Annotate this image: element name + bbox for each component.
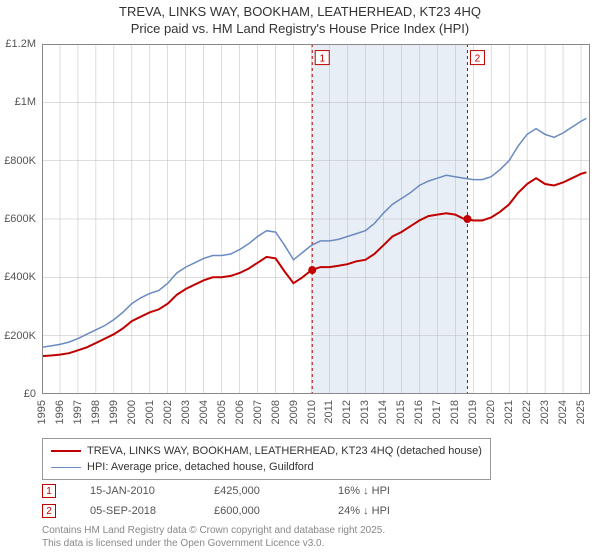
x-tick-label: 2012 — [341, 400, 353, 424]
attribution-line-1: Contains HM Land Registry data © Crown c… — [42, 525, 385, 538]
attribution-line-2: This data is licensed under the Open Gov… — [42, 538, 385, 551]
sale-date: 05-SEP-2018 — [90, 505, 180, 517]
x-tick-label: 2000 — [126, 400, 138, 424]
legend-label: TREVA, LINKS WAY, BOOKHAM, LEATHERHEAD, … — [87, 445, 482, 457]
x-tick-label: 1999 — [108, 400, 120, 424]
x-tick-label: 2013 — [359, 400, 371, 424]
title-line-2: Price paid vs. HM Land Registry's House … — [0, 21, 600, 38]
x-tick-label: 2017 — [431, 400, 443, 424]
x-tick-label: 2015 — [395, 400, 407, 424]
x-tick-label: 2011 — [323, 400, 335, 424]
chart-svg: 12 — [42, 44, 590, 394]
x-tick-label: 2001 — [144, 400, 156, 424]
chart-plot-area: 12 — [42, 44, 590, 394]
sale-delta: 16% ↓ HPI — [338, 485, 428, 497]
x-axis: 1995199619971998199920002001200220032004… — [42, 396, 590, 436]
x-tick-label: 2023 — [539, 400, 551, 424]
y-tick-label: £800K — [4, 155, 36, 167]
svg-text:2: 2 — [475, 54, 481, 65]
y-tick-label: £1.2M — [5, 38, 36, 50]
legend: TREVA, LINKS WAY, BOOKHAM, LEATHERHEAD, … — [42, 438, 491, 480]
sale-row: 2 05-SEP-2018 £600,000 24% ↓ HPI — [42, 501, 428, 521]
x-tick-label: 2024 — [557, 400, 569, 424]
x-tick-label: 2002 — [162, 400, 174, 424]
x-tick-label: 2014 — [377, 400, 389, 424]
sale-price: £600,000 — [214, 505, 304, 517]
chart-container: TREVA, LINKS WAY, BOOKHAM, LEATHERHEAD, … — [0, 0, 600, 560]
x-tick-label: 2010 — [306, 400, 318, 424]
legend-row: TREVA, LINKS WAY, BOOKHAM, LEATHERHEAD, … — [51, 443, 482, 459]
legend-swatch — [51, 467, 81, 468]
x-tick-label: 2005 — [216, 400, 228, 424]
x-tick-label: 2006 — [234, 400, 246, 424]
x-tick-label: 2007 — [252, 400, 264, 424]
x-tick-label: 2003 — [180, 400, 192, 424]
legend-label: HPI: Average price, detached house, Guil… — [87, 461, 314, 473]
sale-price: £425,000 — [214, 485, 304, 497]
x-tick-label: 2004 — [198, 400, 210, 424]
x-tick-label: 1995 — [36, 400, 48, 424]
sale-delta: 24% ↓ HPI — [338, 505, 428, 517]
y-tick-label: £600K — [4, 213, 36, 225]
sale-date: 15-JAN-2010 — [90, 485, 180, 497]
x-tick-label: 1998 — [90, 400, 102, 424]
x-tick-label: 2021 — [503, 400, 515, 424]
x-tick-label: 2022 — [521, 400, 533, 424]
svg-text:1: 1 — [319, 54, 325, 65]
x-tick-label: 1996 — [54, 400, 66, 424]
sales-table: 1 15-JAN-2010 £425,000 16% ↓ HPI 2 05-SEP-201… — [42, 481, 428, 521]
x-tick-label: 2018 — [449, 400, 461, 424]
y-tick-label: £200K — [4, 330, 36, 342]
x-tick-label: 2019 — [467, 400, 479, 424]
legend-swatch — [51, 450, 81, 452]
title-line-1: TREVA, LINKS WAY, BOOKHAM, LEATHERHEAD, … — [0, 4, 600, 21]
y-axis: £0£200K£400K£600K£800K£1M£1.2M — [0, 44, 40, 394]
x-tick-label: 2020 — [485, 400, 497, 424]
sale-marker-icon: 1 — [42, 484, 56, 498]
y-tick-label: £0 — [24, 388, 36, 400]
attribution: Contains HM Land Registry data © Crown c… — [42, 525, 385, 550]
x-tick-label: 1997 — [72, 400, 84, 424]
legend-row: HPI: Average price, detached house, Guil… — [51, 459, 482, 475]
y-tick-label: £1M — [15, 96, 36, 108]
x-tick-label: 2009 — [288, 400, 300, 424]
x-tick-label: 2025 — [575, 400, 587, 424]
x-tick-label: 2008 — [270, 400, 282, 424]
y-tick-label: £400K — [4, 271, 36, 283]
x-tick-label: 2016 — [413, 400, 425, 424]
sale-row: 1 15-JAN-2010 £425,000 16% ↓ HPI — [42, 481, 428, 501]
sale-marker-icon: 2 — [42, 504, 56, 518]
chart-title-block: TREVA, LINKS WAY, BOOKHAM, LEATHERHEAD, … — [0, 0, 600, 38]
